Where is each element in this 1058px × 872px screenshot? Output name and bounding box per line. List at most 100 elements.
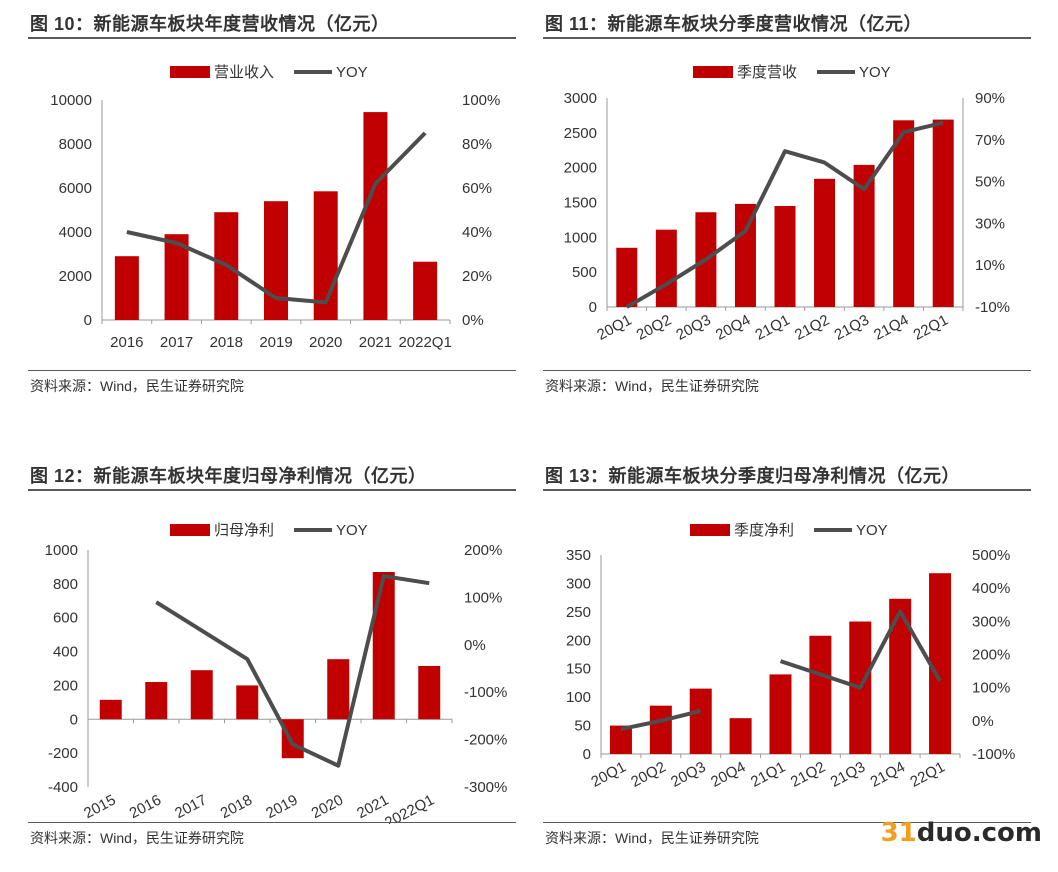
- left-axis-tick-label: 3000: [564, 90, 597, 107]
- legend-swatch-bar: [690, 524, 730, 536]
- legend-label: YOY: [336, 522, 368, 539]
- left-axis-tick-label: 50: [574, 718, 591, 735]
- bar-2016: [114, 256, 139, 320]
- bar-20Q4: [734, 203, 756, 307]
- legend-label: 营业收入: [214, 64, 274, 81]
- legend-swatch-bar: [170, 66, 210, 78]
- right-axis-tick-label: 400%: [972, 580, 1010, 597]
- category-label: 2019: [259, 334, 292, 351]
- category-label: 2016: [127, 792, 164, 823]
- source-note: 资料来源：Wind，民生证券研究院: [545, 378, 759, 394]
- left-axis-tick-label: 150: [566, 661, 591, 678]
- category-label: 22Q1: [908, 759, 948, 791]
- category-label: 21Q1: [752, 312, 792, 344]
- source-rule: [28, 370, 516, 371]
- right-axis-tick-label: -10%: [975, 299, 1010, 316]
- left-axis-tick-label: 200: [53, 677, 78, 694]
- bar-21Q2: [809, 635, 832, 754]
- legend-label: YOY: [856, 522, 888, 539]
- right-axis-tick-label: -300%: [464, 779, 507, 796]
- category-label: 20Q4: [713, 312, 753, 344]
- right-axis-tick-label: 0%: [462, 312, 484, 329]
- bar-20Q1: [616, 247, 638, 307]
- chart-title: 图 13：新能源车板块分季度归母净利情况（亿元）: [545, 466, 961, 486]
- bar-21Q1: [769, 674, 792, 754]
- category-label: 2021: [359, 334, 392, 351]
- right-axis-tick-label: -200%: [464, 732, 507, 749]
- right-axis-tick-label: 0%: [972, 713, 994, 730]
- category-label: 2022Q1: [398, 334, 451, 351]
- category-label: 2018: [218, 792, 255, 823]
- right-axis-tick-label: 90%: [975, 90, 1005, 107]
- left-axis-tick-label: 350: [566, 547, 591, 564]
- left-axis-tick-label: 1000: [564, 229, 597, 246]
- chart-title: 图 11：新能源车板块分季度营收情况（亿元）: [545, 14, 923, 34]
- right-axis-tick-label: 70%: [975, 132, 1005, 149]
- left-axis-tick-label: -400: [48, 779, 78, 796]
- category-label: 22Q1: [911, 312, 951, 344]
- site-watermark: 31duo.com: [880, 818, 1042, 848]
- category-label: 21Q4: [871, 312, 911, 344]
- left-axis-tick-label: 2500: [564, 125, 597, 142]
- right-axis-tick-label: 100%: [972, 680, 1010, 697]
- right-axis-tick-label: 40%: [462, 224, 492, 241]
- category-label: 20Q4: [708, 759, 748, 791]
- category-label: 2017: [160, 334, 193, 351]
- right-axis-tick-label: 30%: [975, 215, 1005, 232]
- left-axis-tick-label: 250: [566, 604, 591, 621]
- bar-2021: [372, 572, 395, 720]
- chart-area: 季度净利 YOY 0 50 100 150 200 250 300 350 -100% 0% 100% 2…: [566, 522, 1015, 791]
- category-label: 2016: [110, 334, 143, 351]
- bar-2021: [363, 112, 388, 320]
- bar-20Q2: [655, 229, 677, 307]
- chart-title: 图 10：新能源车板块年度营收情况（亿元）: [30, 14, 390, 34]
- title-rule: [28, 489, 516, 491]
- chart-title: 图 12：新能源车板块年度归母净利情况（亿元）: [30, 466, 427, 486]
- chart-area: 营业收入 YOY 0 2000 4000 6000 8000 10000 0% 20% 40% 60%…: [50, 64, 500, 351]
- title-rule: [28, 37, 516, 39]
- source-note: 资料来源：Wind，民生证券研究院: [545, 830, 759, 846]
- right-axis-tick-label: 80%: [462, 136, 492, 153]
- category-label: 2015: [81, 792, 118, 823]
- category-label: 21Q1: [748, 759, 788, 791]
- right-axis-tick-label: 10%: [975, 257, 1005, 274]
- bar-2019: [281, 719, 304, 759]
- left-axis-tick-label: 2000: [59, 268, 92, 285]
- bar-21Q4: [893, 120, 915, 307]
- left-axis-tick-label: 1000: [45, 542, 78, 559]
- category-label: 20Q3: [673, 312, 713, 344]
- title-rule: [543, 37, 1031, 39]
- category-label: 2017: [172, 792, 209, 823]
- yoy-line-segment: [620, 708, 702, 732]
- bar-2022Q1: [413, 261, 438, 320]
- yoy-line-segment: [625, 120, 944, 309]
- legend-swatch-bar: [693, 66, 733, 78]
- chart-legend: 季度净利 YOY: [690, 522, 888, 539]
- chart-panel-revenue-quarterly: 图 11：新能源车板块分季度营收情况（亿元） 季度营收 YOY 0 500 1000 15…: [535, 0, 1035, 420]
- bar-20Q1: [609, 725, 632, 754]
- left-axis-tick-label: 800: [53, 576, 78, 593]
- right-axis-tick-label: 200%: [464, 542, 502, 559]
- yoy-line-segment: [155, 574, 430, 768]
- bar-20Q4: [729, 718, 752, 754]
- category-label: 21Q3: [832, 312, 872, 344]
- bar-22Q1: [932, 119, 954, 307]
- bar-2019: [264, 201, 288, 320]
- source-note: 资料来源：Wind，民生证券研究院: [30, 830, 244, 846]
- bar-2016: [145, 682, 168, 720]
- bar-20Q3: [689, 688, 712, 754]
- left-axis-tick-label: 0: [583, 746, 591, 763]
- bar-2020: [327, 659, 350, 720]
- bar-2015: [99, 699, 122, 720]
- bar-21Q3: [853, 164, 875, 307]
- left-axis-tick-label: 0: [589, 299, 597, 316]
- source-rule: [543, 370, 1031, 371]
- right-axis-tick-label: 100%: [462, 92, 500, 109]
- legend-label: 季度营收: [737, 64, 797, 81]
- left-axis-tick-label: 300: [566, 575, 591, 592]
- legend-label: 季度净利: [734, 522, 794, 539]
- chart-area: 季度营收 YOY 0 500 1000 1500 2000 2500 3000 -10% 10% 30…: [564, 64, 1010, 344]
- category-label: 20Q1: [594, 312, 634, 344]
- chart-panel-netprofit-annual: 图 12：新能源车板块年度归母净利情况（亿元） 归母净利 YOY -400 -200 0…: [20, 452, 520, 872]
- chart-panel-revenue-annual: 图 10：新能源车板块年度营收情况（亿元） 营业收入 YOY 0 2000 4000 60…: [20, 0, 520, 420]
